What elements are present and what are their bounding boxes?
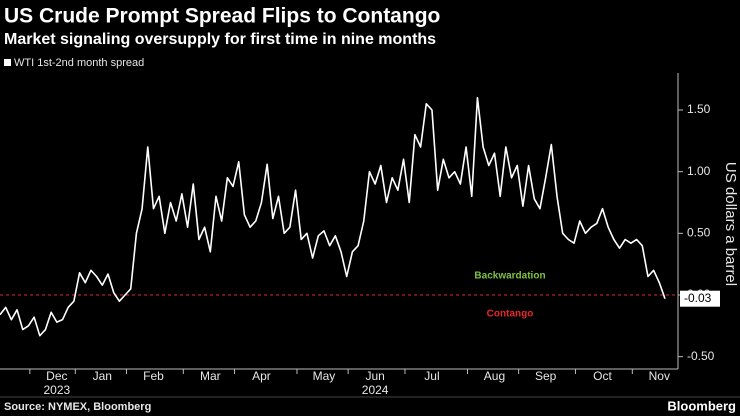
chart-subtitle: Market signaling oversupply for first ti… [4,31,436,48]
y-axis-title: US dollars a barrel [722,162,739,286]
x-tick-label: May [313,369,336,383]
x-tick-label: Aug [484,369,505,383]
annotation: Contango [487,309,534,320]
x-tick-label: Feb [143,369,164,383]
x-tick-label: Apr [252,369,271,383]
x-tick-label: Dec [46,369,67,383]
x-tick-label: Jan [93,369,112,383]
brand: Bloomberg [667,398,736,413]
x-year-label: 2024 [362,383,389,397]
annotation: Backwardation [474,271,545,282]
x-year-label: 2023 [43,383,70,397]
x-tick-label: Nov [649,369,670,383]
x-tick-label: Oct [593,369,612,383]
x-tick-label: Jul [424,369,439,383]
x-tick-label: Sep [535,369,557,383]
y-tick-label: -0.50 [687,349,715,363]
legend-label: WTI 1st-2nd month spread [14,57,144,69]
legend-swatch [4,59,11,66]
source: Source: NYMEX, Bloomberg [4,401,151,413]
y-tick-label: 1.50 [687,102,711,116]
last-value-box [680,290,720,307]
chart-title: US Crude Prompt Spread Flips to Contango [4,5,440,28]
y-tick-label: 1.00 [687,164,711,178]
line-series [0,96,666,337]
y-tick-label: 0.50 [687,226,711,240]
x-tick-label: Mar [200,369,221,383]
x-tick-label: Jun [365,369,384,383]
last-value-label: -0.03 [684,291,712,305]
